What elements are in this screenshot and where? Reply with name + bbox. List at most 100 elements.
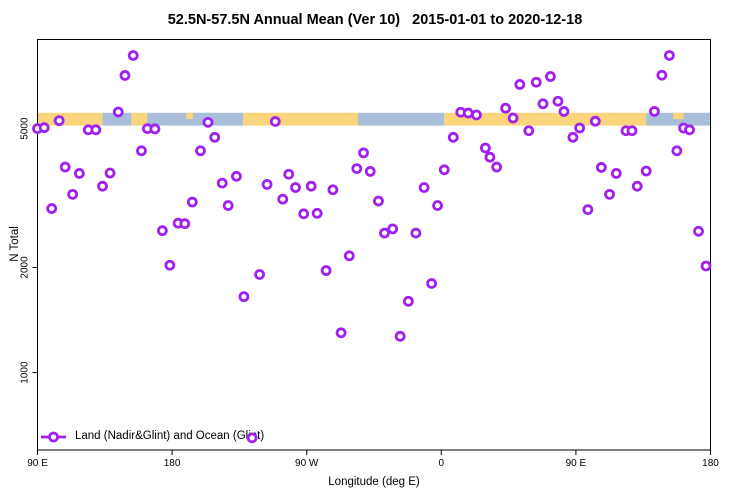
data-point — [693, 225, 704, 237]
data-point — [663, 50, 675, 61]
data-point — [112, 106, 124, 118]
data-point — [545, 71, 556, 82]
data-point — [631, 180, 643, 192]
data-point — [537, 98, 549, 110]
data-point — [222, 200, 234, 211]
data-point — [358, 147, 369, 159]
x-axis-title: Longitude (deg E) — [328, 476, 420, 488]
map-band-land-segment — [131, 112, 148, 126]
data-point — [410, 227, 422, 239]
data-point — [254, 269, 265, 280]
chart-title: 52.5N-57.5N Annual Mean (Ver 10) 2015-01… — [167, 12, 583, 28]
data-point — [261, 179, 273, 190]
data-point — [626, 125, 638, 137]
data-point — [373, 195, 384, 207]
x-tick-label: 180 — [702, 458, 719, 469]
data-point — [582, 204, 594, 216]
data-point — [484, 151, 496, 163]
data-point — [649, 106, 660, 117]
data-point — [640, 165, 652, 177]
data-point — [656, 69, 668, 81]
data-point — [480, 142, 491, 154]
x-tick-label: 180 — [164, 458, 181, 469]
map-band-land-segment — [37, 112, 103, 126]
data-point — [514, 79, 526, 90]
data-point — [567, 131, 579, 143]
data-point — [700, 260, 712, 272]
map-band-ocean-segment — [357, 112, 445, 126]
data-point — [104, 167, 116, 179]
data-point — [379, 227, 390, 239]
data-point — [523, 125, 535, 137]
data-point — [447, 131, 459, 143]
data-point — [156, 225, 168, 237]
data-point — [283, 168, 295, 180]
data-point — [38, 122, 50, 134]
data-point — [73, 168, 85, 179]
data-point — [335, 327, 347, 339]
y-tick-label: 5000 — [20, 117, 31, 140]
data-point — [500, 102, 512, 114]
data-point — [418, 182, 430, 193]
data-point — [589, 115, 601, 127]
data-point — [119, 70, 131, 81]
data-point — [269, 116, 281, 127]
data-point — [231, 170, 242, 182]
data-point — [320, 265, 332, 276]
y-tick-label: 1000 — [20, 361, 31, 384]
data-point — [471, 109, 482, 121]
data-point — [394, 330, 406, 342]
data-point — [684, 124, 695, 136]
data-point — [327, 184, 339, 196]
data-point — [426, 278, 437, 289]
data-point — [238, 291, 250, 303]
data-point — [351, 163, 363, 175]
data-point — [507, 112, 519, 124]
map-band-land-segment — [186, 112, 194, 120]
data-point — [343, 250, 355, 262]
data-point — [462, 107, 474, 119]
data-point — [530, 76, 542, 88]
data-point — [491, 161, 503, 173]
data-point — [552, 95, 564, 107]
data-point — [164, 259, 176, 271]
data-point — [97, 180, 108, 192]
data-point — [67, 188, 79, 200]
data-point — [595, 162, 607, 173]
data-point — [671, 145, 683, 157]
data-point — [290, 182, 301, 193]
legend-marker-circle — [48, 431, 59, 443]
data-point — [46, 203, 58, 214]
data-point — [298, 208, 310, 220]
data-point — [216, 177, 228, 189]
data-point — [246, 432, 258, 444]
data-point — [209, 131, 221, 143]
data-point — [136, 145, 147, 157]
data-point — [604, 188, 615, 200]
data-point — [195, 145, 206, 157]
data-point — [53, 115, 65, 127]
map-band-ocean-segment — [147, 112, 244, 126]
map-band-ocean-segment — [102, 112, 132, 126]
data-point — [432, 200, 443, 211]
data-point — [127, 50, 139, 61]
data-point — [305, 180, 317, 192]
data-point — [574, 122, 586, 134]
x-tick-label: 90 W — [295, 458, 319, 469]
data-point — [364, 166, 376, 177]
y-tick-label: 2000 — [20, 256, 31, 279]
data-point — [186, 196, 198, 208]
data-point — [149, 123, 161, 135]
data-point — [610, 168, 622, 179]
x-tick-label: 0 — [439, 458, 445, 469]
data-point — [59, 161, 71, 173]
x-tick-label: 90 E — [566, 458, 587, 469]
legend-label: Land (Nadir&Glint) and Ocean (Glint) — [75, 430, 265, 442]
plot-border — [37, 39, 711, 451]
data-point — [438, 164, 450, 176]
data-point — [277, 193, 289, 205]
map-band-land-segment — [673, 112, 684, 120]
map-band-land-segment — [243, 112, 358, 126]
